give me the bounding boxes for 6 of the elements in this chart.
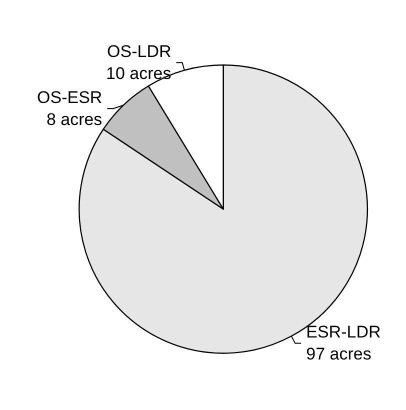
slice-label: OS-LDR [107, 42, 172, 62]
data-label: 10 acres [106, 64, 172, 84]
data-label: 8 acres [46, 110, 102, 130]
slice-label: OS-ESR [37, 88, 102, 108]
slice-label: ESR-LDR [306, 322, 381, 342]
data-label: 97 acres [306, 344, 372, 364]
